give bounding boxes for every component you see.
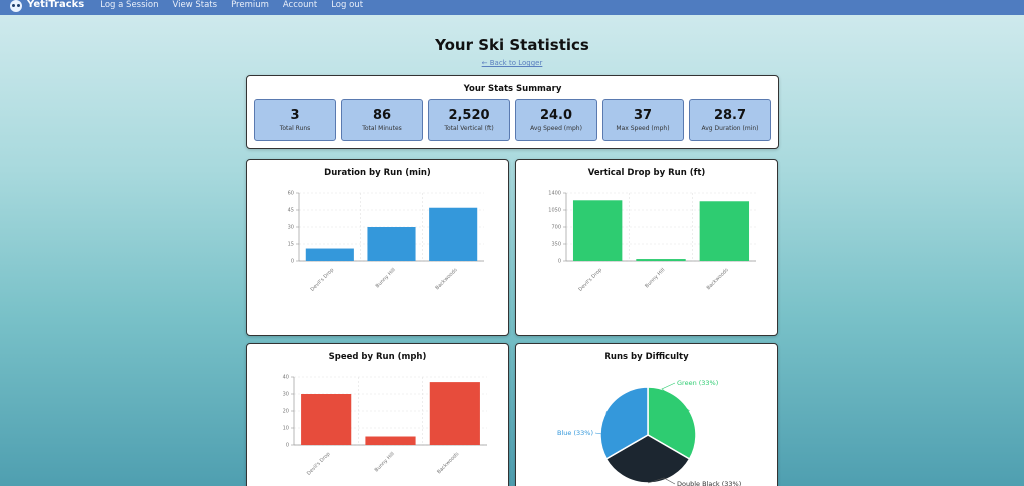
y-tick-label: 10 (283, 426, 289, 432)
pie-slice (605, 434, 691, 484)
y-tick-label: 30 (283, 392, 289, 398)
stats-row: 3 Total Runs 86 Total Minutes 2,520 Tota… (254, 99, 771, 141)
pie-leader-line (594, 410, 607, 435)
y-tick-label: 40 (283, 375, 289, 381)
stat-label: Avg Duration (min) (701, 125, 759, 132)
bar (367, 227, 416, 261)
y-tick-label: 350 (551, 242, 561, 248)
bar (636, 259, 686, 261)
stat-total-minutes: 86 Total Minutes (341, 99, 423, 141)
brand-name: YetiTracks (27, 0, 85, 10)
nav-account-link[interactable]: Account (282, 0, 318, 10)
speed-bar-chart: 0 10 20 30 40 Devil's Drop Bunny Hill Backwoods (283, 375, 487, 477)
back-to-logger-link[interactable]: ← Back to Logger (481, 59, 543, 67)
pie-leader-line (661, 382, 690, 412)
duration-chart-card: Duration by Run (min) 0 15 30 45 60 Devil's D… (246, 159, 509, 336)
nav-premium-link[interactable]: Premium (231, 0, 269, 10)
stat-total-runs: 3 Total Runs (254, 99, 336, 141)
y-tick-label: 30 (288, 225, 294, 231)
pie-leader-line (647, 477, 676, 485)
stat-value: 28.7 (713, 108, 747, 123)
pie-label: Green (33%) (677, 379, 718, 387)
stat-value: 86 (372, 108, 392, 123)
vertical-drop-bar-chart: 0 350 700 1050 1400 Devil's Drop Bunny Hill Bac… (548, 191, 756, 293)
y-tick-label: 60 (288, 191, 294, 197)
stat-avg-speed: 24.0 Avg Speed (mph) (515, 99, 597, 141)
x-tick-label: Backwoods (706, 267, 730, 291)
y-tick-label: 0 (558, 259, 561, 265)
stat-label: Max Speed (mph) (616, 125, 670, 132)
nav-logout-link[interactable]: Log out (331, 0, 364, 10)
bar (572, 200, 623, 261)
y-tick-label: 1400 (548, 191, 561, 197)
bar (429, 207, 478, 261)
y-tick-label: 45 (288, 208, 294, 214)
difficulty-pie-chart: Green (33%) Double Black (33%) Blue (33%) (557, 379, 741, 486)
nav-view-stats-link[interactable]: View Stats (172, 0, 218, 10)
stat-label: Avg Speed (mph) (530, 125, 582, 132)
stat-value: 3 (290, 108, 300, 123)
y-tick-label: 700 (551, 225, 561, 231)
top-navbar: YetiTracks Log a Session View Stats Prem… (0, 0, 1024, 15)
duration-bar-chart: 0 15 30 45 60 Devil's Drop Bunny Hill Backwoods (288, 191, 484, 293)
y-tick-label: 1050 (548, 208, 561, 214)
bar (305, 248, 354, 261)
chart-title: Runs by Difficulty (604, 352, 689, 362)
stat-max-speed: 37 Max Speed (mph) (602, 99, 684, 141)
y-tick-label: 0 (291, 259, 294, 265)
x-tick-label: Backwoods (434, 267, 458, 291)
stat-value: 24.0 (539, 108, 573, 123)
y-tick-label: 20 (283, 409, 289, 415)
pie-label: Blue (33%) (557, 429, 593, 437)
brand[interactable]: YetiTracks (10, 0, 84, 12)
x-tick-label: Bunny Hill (644, 267, 666, 289)
y-tick-label: 15 (288, 242, 294, 248)
x-tick-label: Bunny Hill (375, 267, 397, 289)
stat-value: 37 (633, 108, 653, 123)
bar (699, 201, 750, 261)
nav-log-session-link[interactable]: Log a Session (100, 0, 159, 10)
x-tick-label: Devil's Drop (306, 451, 332, 477)
stat-value: 2,520 (448, 108, 490, 123)
yeti-logo-icon (10, 0, 22, 12)
x-tick-label: Backwoods (436, 451, 460, 475)
bar (365, 436, 416, 445)
y-tick-label: 0 (286, 443, 289, 449)
bar (301, 394, 352, 445)
vertical-drop-chart-card: Vertical Drop by Run (ft) 0 350 700 1050 140… (515, 159, 778, 336)
page-title: Your Ski Statistics (435, 36, 589, 54)
stat-avg-duration: 28.7 Avg Duration (min) (689, 99, 771, 141)
stat-label: Total Runs (279, 125, 311, 132)
pie-label: Double Black (33%) (677, 480, 741, 486)
bar (429, 382, 480, 445)
speed-chart-card: Speed by Run (mph) 0 10 20 30 40 Devil's Drop… (246, 343, 509, 486)
stats-summary-card: Your Stats Summary 3 Total Runs 86 Total… (246, 75, 779, 149)
difficulty-chart-card: Runs by Difficulty Green (33%) Double Bla… (515, 343, 778, 486)
x-tick-label: Devil's Drop (310, 267, 336, 293)
chart-title: Vertical Drop by Run (ft) (587, 168, 706, 178)
stat-label: Total Minutes (362, 125, 402, 132)
chart-title: Duration by Run (min) (324, 168, 431, 178)
x-tick-label: Bunny Hill (374, 451, 396, 473)
chart-title: Speed by Run (mph) (328, 352, 427, 362)
stat-label: Total Vertical (ft) (444, 125, 494, 132)
pie-slice (599, 386, 649, 461)
x-tick-label: Devil's Drop (577, 267, 603, 293)
summary-title: Your Stats Summary (463, 84, 562, 94)
stat-total-vertical: 2,520 Total Vertical (ft) (428, 99, 510, 141)
